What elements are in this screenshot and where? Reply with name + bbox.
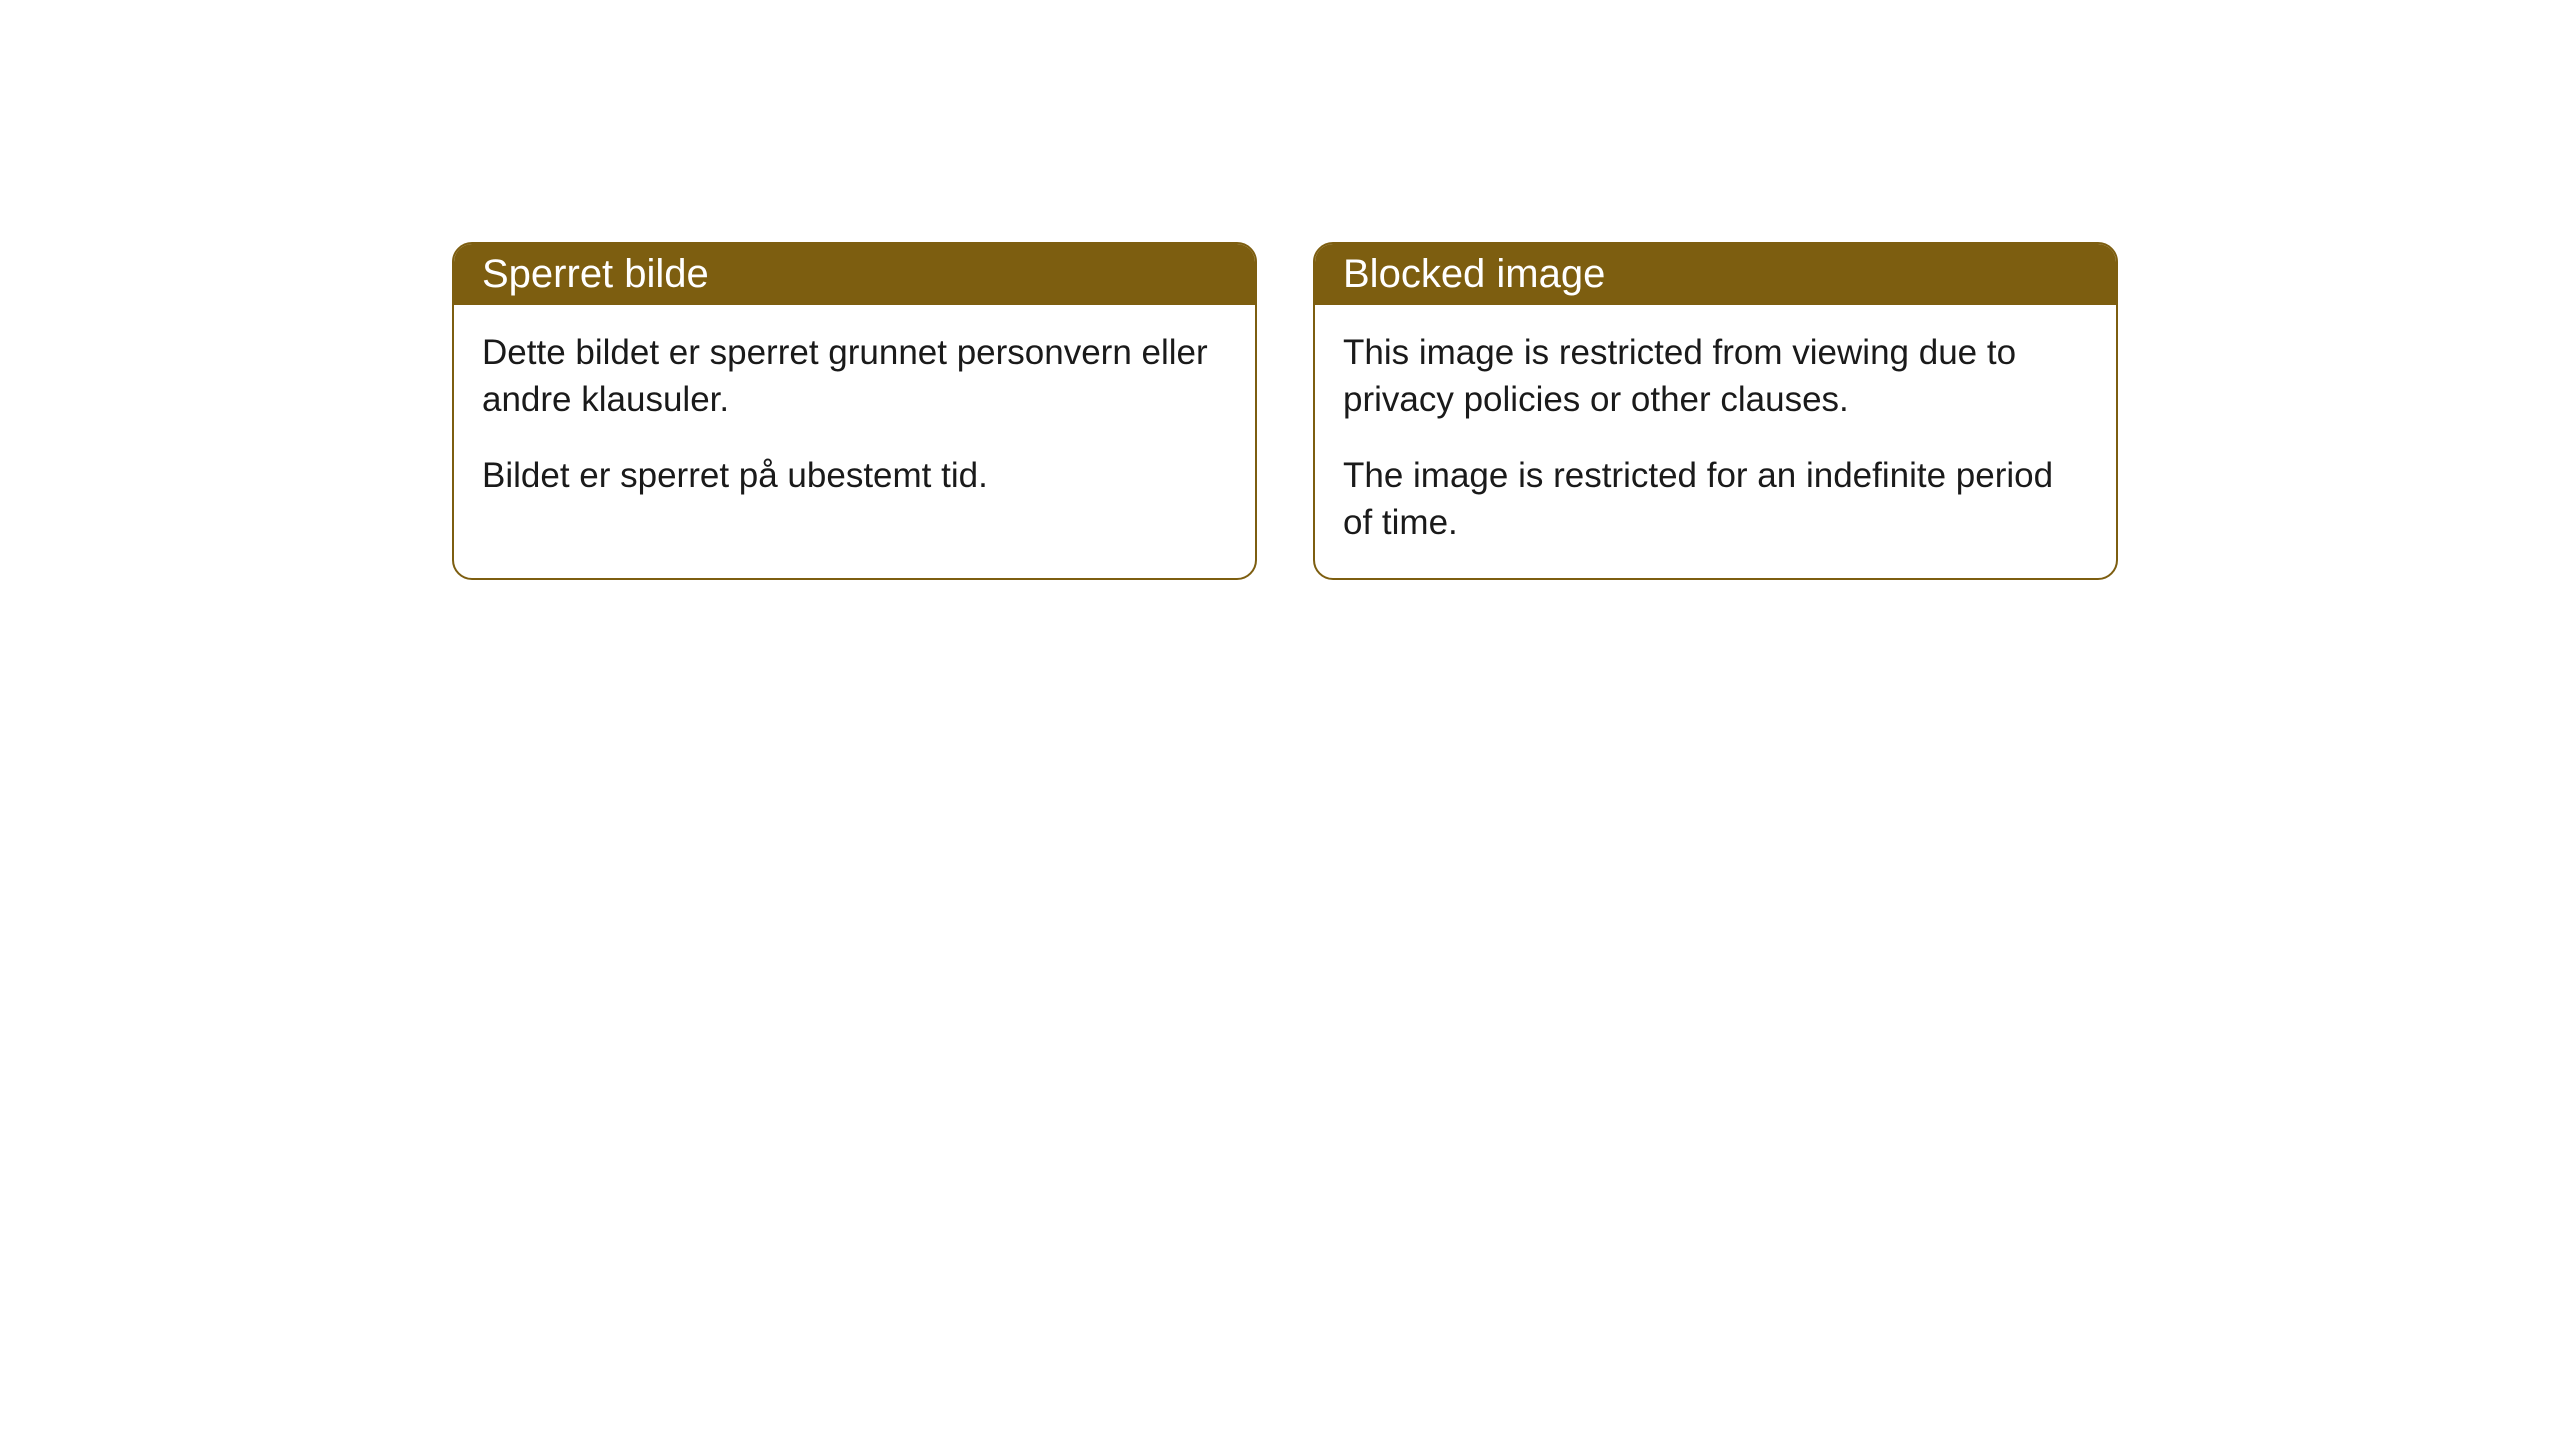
card-title-norwegian: Sperret bilde xyxy=(482,252,709,296)
card-paragraph-english-1: This image is restricted from viewing du… xyxy=(1343,329,2088,424)
blocked-image-cards-container: Sperret bilde Dette bildet er sperret gr… xyxy=(452,242,2118,580)
card-body-english: This image is restricted from viewing du… xyxy=(1315,305,2116,578)
blocked-image-card-norwegian: Sperret bilde Dette bildet er sperret gr… xyxy=(452,242,1257,580)
card-title-english: Blocked image xyxy=(1343,252,1605,296)
card-paragraph-english-2: The image is restricted for an indefinit… xyxy=(1343,452,2088,547)
card-body-norwegian: Dette bildet er sperret grunnet personve… xyxy=(454,305,1255,531)
card-header-norwegian: Sperret bilde xyxy=(454,244,1255,305)
card-paragraph-norwegian-1: Dette bildet er sperret grunnet personve… xyxy=(482,329,1227,424)
card-paragraph-norwegian-2: Bildet er sperret på ubestemt tid. xyxy=(482,452,1227,499)
card-header-english: Blocked image xyxy=(1315,244,2116,305)
blocked-image-card-english: Blocked image This image is restricted f… xyxy=(1313,242,2118,580)
